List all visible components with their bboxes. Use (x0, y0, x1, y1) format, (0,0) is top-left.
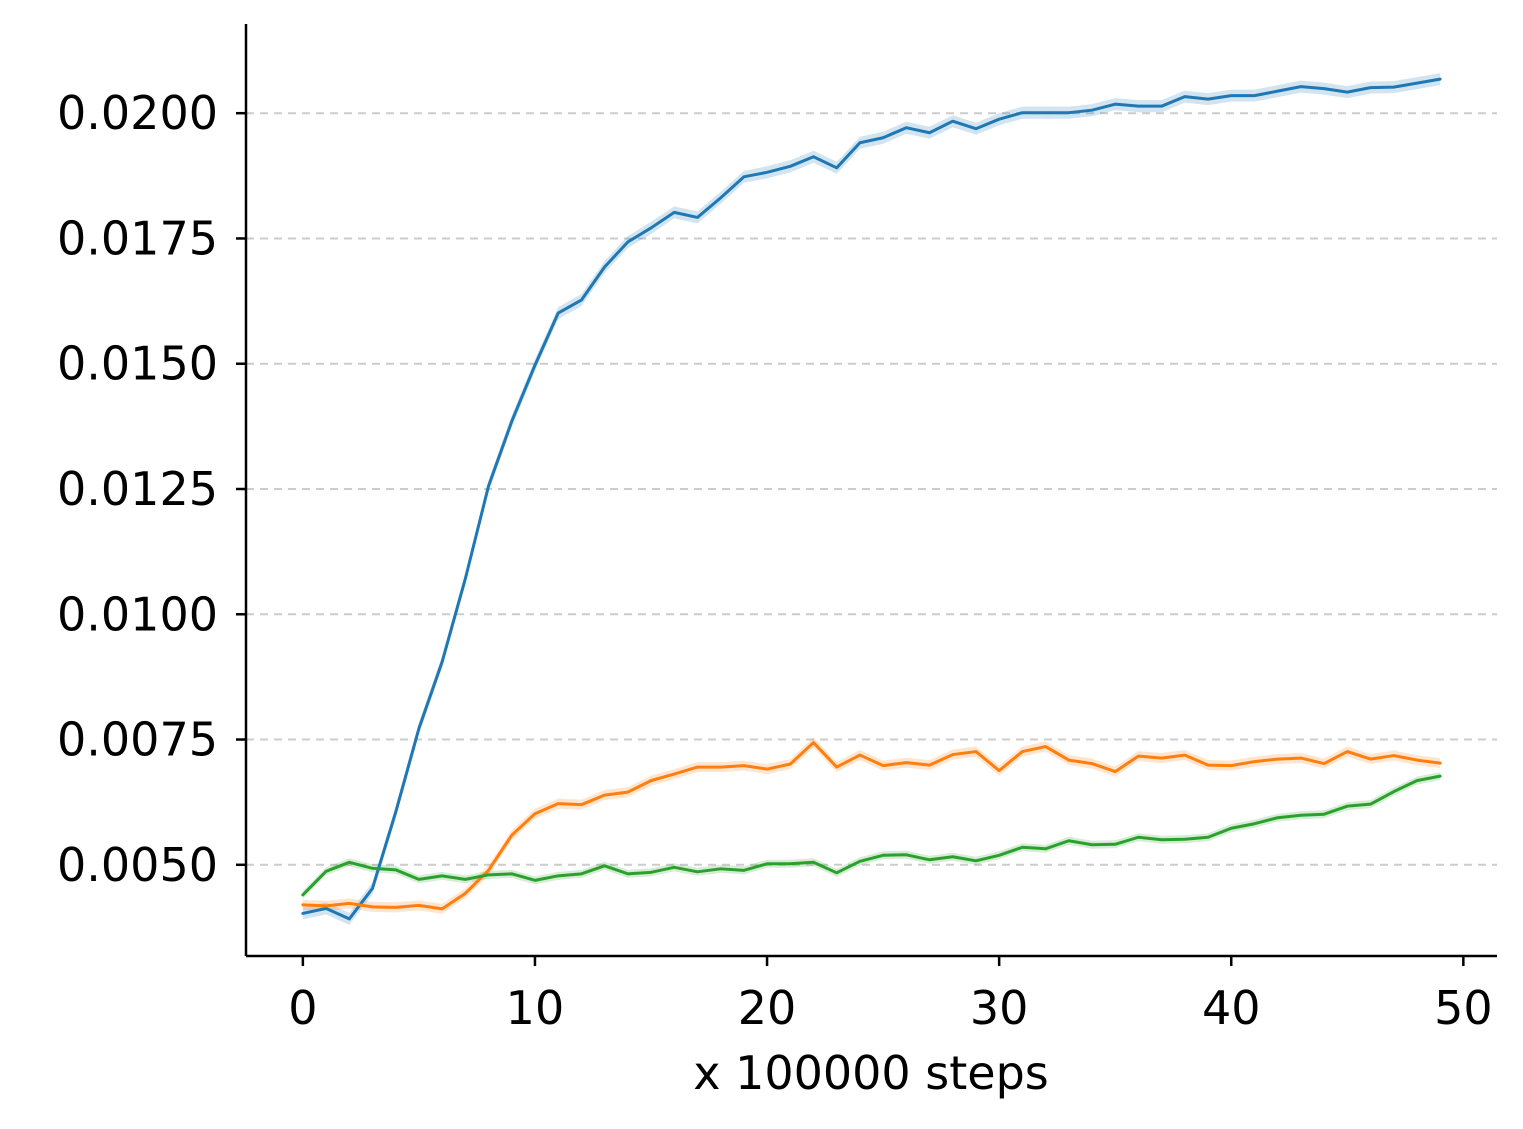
series-1-band (302, 737, 1441, 914)
confidence-bands (302, 73, 1441, 925)
x-tick-label-5: 50 (1434, 981, 1493, 1035)
y-tick-label-2: 0.0100 (57, 587, 218, 641)
y-tick-label-0: 0.0050 (57, 838, 218, 892)
y-tick-label-3: 0.0125 (57, 462, 218, 516)
y-tick-label-6: 0.0200 (57, 86, 218, 140)
series-1-line (301, 741, 1442, 911)
series-0-line (301, 77, 1442, 921)
x-tick-label-2: 20 (738, 981, 797, 1035)
series-2-band (302, 772, 1441, 899)
y-tick-label-4: 0.0150 (57, 337, 218, 391)
x-tick-label-1: 10 (506, 981, 565, 1035)
series-2-line (301, 774, 1442, 897)
gridlines (246, 112, 1497, 866)
x-tick-label-3: 30 (970, 981, 1029, 1035)
tick-labels: 0.0050 0.0075 0.0100 0.0125 0.0150 0.0175 0.02… (57, 86, 1493, 1035)
axes (236, 24, 1497, 966)
x-axis-label: x 100000 steps (693, 1046, 1049, 1100)
series-lines (301, 77, 1442, 921)
x-tick-label-0: 0 (288, 981, 317, 1035)
x-tick-label-4: 40 (1202, 981, 1261, 1035)
series-0-band (302, 73, 1441, 925)
y-tick-label-1: 0.0075 (57, 713, 218, 767)
y-tick-label-5: 0.0175 (57, 211, 218, 265)
